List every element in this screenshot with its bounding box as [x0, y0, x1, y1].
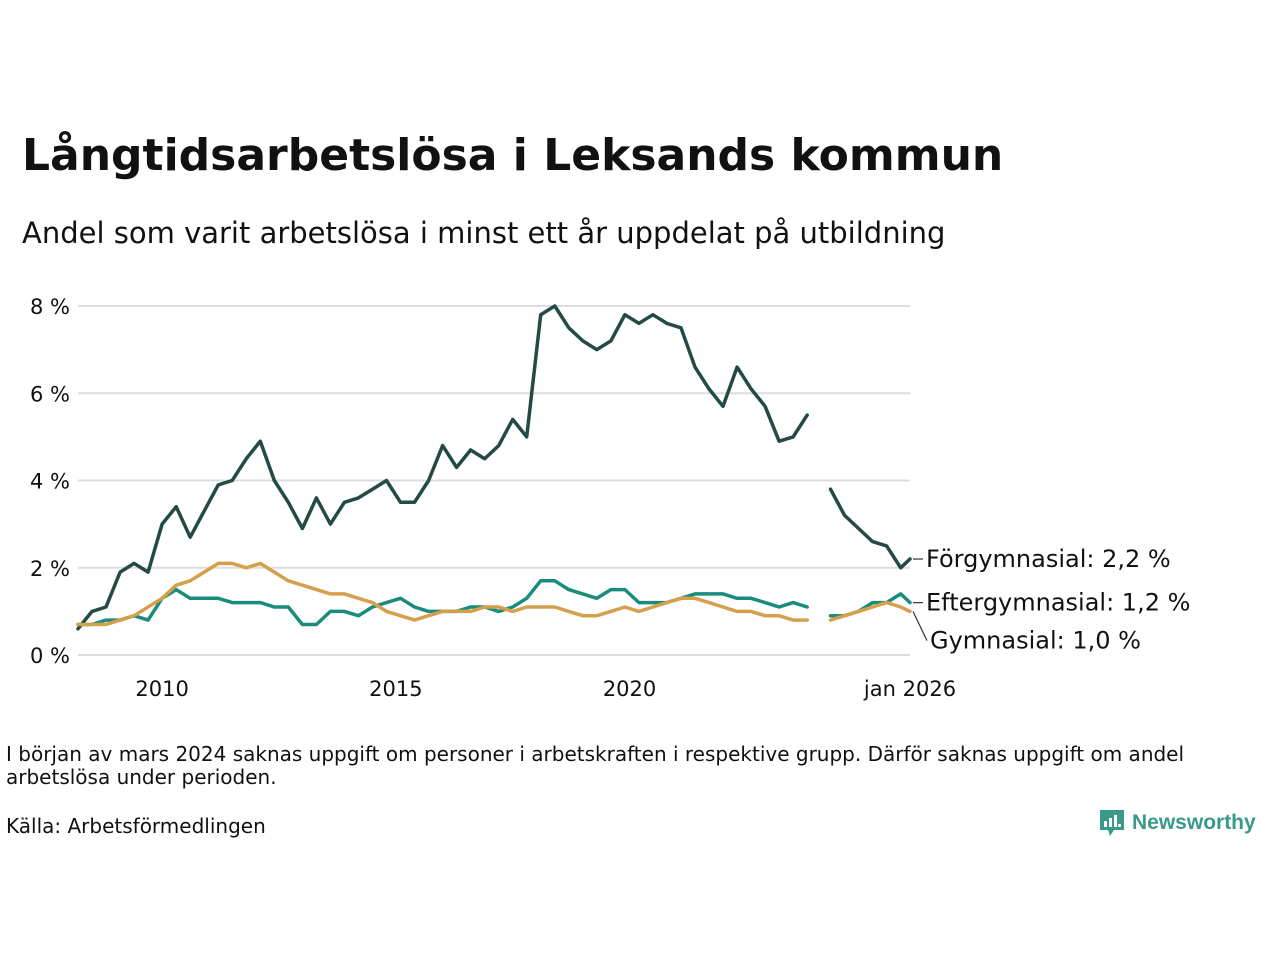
line-chart: 0 % 2 % 4 % 6 % 8 % 2010 2015 2020 jan 2026 För… — [30, 295, 1190, 701]
footnote: I början av mars 2024 saknas uppgift om … — [6, 742, 1185, 789]
chart-title: Långtidsarbetslösa i Leksands kommun — [22, 130, 1004, 181]
y-tick-label: 8 % — [30, 295, 70, 319]
x-tick-label: 2010 — [135, 677, 188, 701]
x-tick-label: 2020 — [603, 677, 656, 701]
brand-logo[interactable]: Newsworthy — [1098, 808, 1256, 838]
end-label-förgymnasial: Förgymnasial: 2,2 % — [926, 545, 1171, 573]
end-label-gymnasial: Gymnasial: 1,0 % — [930, 627, 1141, 655]
grid-lines — [78, 305, 910, 656]
y-tick-label: 2 % — [30, 557, 70, 581]
end-labels: Förgymnasial: 2,2 % Eftergymnasial: 1,2 %… — [912, 545, 1190, 655]
y-tick-label: 6 % — [30, 382, 70, 406]
x-axis-ticks: 2010 2015 2020 jan 2026 — [135, 677, 956, 701]
end-label-eftergymnasial: Eftergymnasial: 1,2 % — [926, 589, 1190, 617]
y-axis-ticks: 0 % 2 % 4 % 6 % 8 % — [30, 295, 70, 668]
brand-name: Newsworthy — [1132, 811, 1256, 834]
y-tick-label: 4 % — [30, 470, 70, 494]
x-tick-label: jan 2026 — [863, 677, 956, 701]
series-line-gymnasial — [76, 561, 912, 627]
end-label-connector — [912, 611, 928, 641]
x-tick-label: 2015 — [369, 677, 422, 701]
series-line-förgymnasial — [76, 304, 912, 631]
newsworthy-logo-icon — [1100, 810, 1124, 836]
chart-subtitle: Andel som varit arbetslösa i minst ett å… — [22, 216, 946, 250]
y-tick-label: 0 % — [30, 644, 70, 668]
source-credit: Källa: Arbetsförmedlingen — [6, 814, 266, 838]
series-lines — [76, 304, 912, 631]
